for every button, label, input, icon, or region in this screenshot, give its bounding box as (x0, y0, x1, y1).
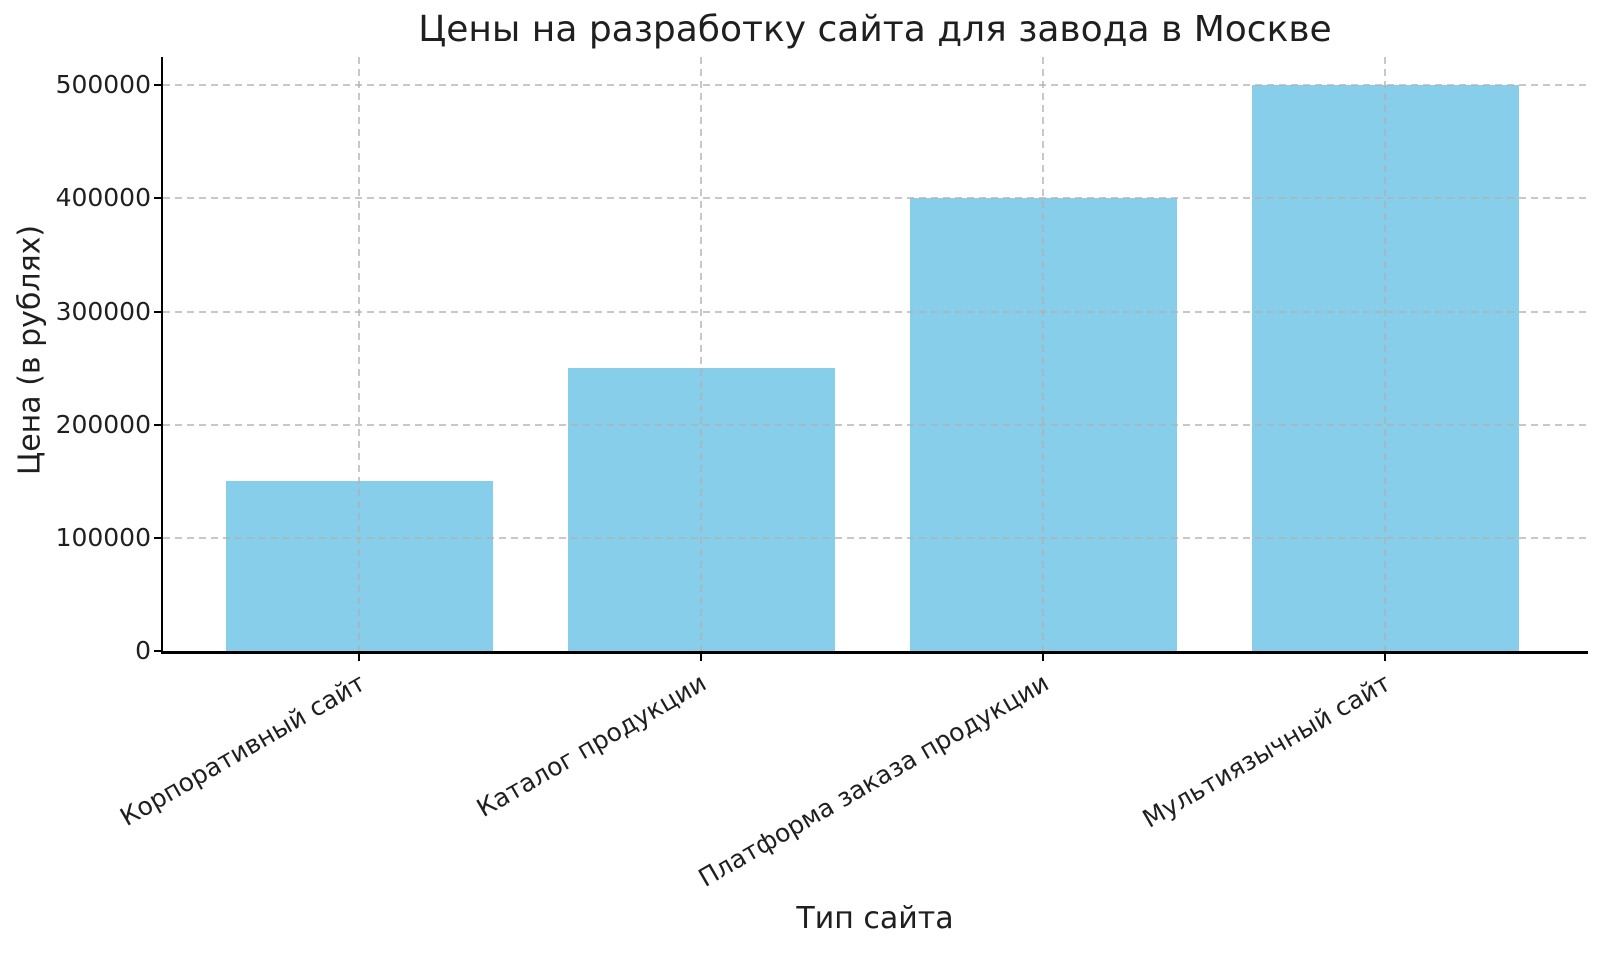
y-tick-label: 0 (135, 636, 151, 665)
y-tick-mark (154, 423, 163, 426)
x-axis-label: Тип сайта (796, 901, 954, 936)
y-tick-mark (154, 84, 163, 87)
chart-title: Цены на разработку сайта для завода в Мо… (418, 9, 1332, 50)
y-tick-label: 100000 (55, 522, 151, 552)
y-tick-label: 300000 (55, 296, 151, 326)
y-axis-label: Цена (в рублях) (12, 224, 48, 476)
x-tick-label: Корпоративный сайт (114, 668, 370, 832)
h-gridline (163, 423, 1587, 426)
x-axis-spine (161, 651, 1588, 654)
x-tick-mark (1384, 653, 1386, 661)
v-gridline (358, 57, 360, 651)
y-tick-mark (154, 536, 163, 539)
y-tick-label: 500000 (55, 70, 151, 100)
y-tick-label: 400000 (55, 183, 151, 213)
x-tick-label: Каталог продукции (472, 668, 712, 823)
x-tick-mark (358, 653, 360, 661)
h-gridline (163, 84, 1587, 87)
x-tick-mark (700, 653, 702, 661)
h-gridline (163, 536, 1587, 539)
v-gridline (1042, 57, 1044, 651)
h-gridline (163, 310, 1587, 313)
x-tick-mark (1042, 653, 1044, 661)
y-axis-spine (161, 57, 163, 653)
v-gridline (1384, 57, 1386, 651)
y-tick-mark (154, 650, 163, 652)
y-tick-mark (154, 310, 163, 313)
h-gridline (163, 197, 1587, 200)
y-tick-label: 200000 (55, 409, 151, 439)
v-gridline (700, 57, 702, 651)
y-tick-mark (154, 197, 163, 200)
x-tick-label: Мультиязычный сайт (1137, 668, 1396, 834)
x-tick-label: Платформа заказа продукции (693, 668, 1054, 893)
